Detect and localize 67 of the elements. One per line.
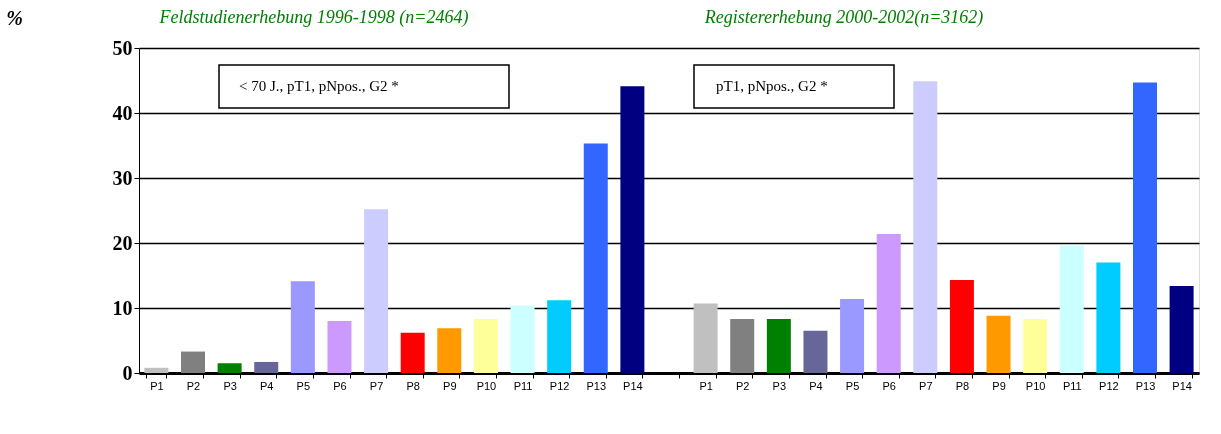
x-tick-label: P3 [772, 379, 787, 392]
bar [400, 332, 425, 373]
x-tick-label: P7 [919, 379, 933, 392]
bar [913, 81, 938, 373]
y-tick-label: 40 [112, 101, 133, 124]
bar [803, 330, 828, 373]
bar [437, 328, 462, 373]
x-tick-label: P5 [296, 379, 311, 392]
bar [547, 300, 572, 373]
bar [217, 363, 242, 373]
bar [620, 86, 645, 373]
bar [766, 319, 791, 373]
y-tick-label: 10 [112, 296, 133, 319]
annotation: < 70 J., pT1, pNpos., G2 * [239, 78, 399, 94]
bar [290, 281, 315, 373]
y-axis-title: % [6, 6, 23, 29]
x-tick-label: P13 [1135, 379, 1156, 392]
x-tick-label: P4 [260, 379, 274, 392]
x-tick-label: P14 [1172, 379, 1192, 392]
x-tick-label: P7 [369, 379, 384, 392]
bar [1132, 82, 1157, 373]
x-tick-label: P11 [513, 379, 533, 392]
x-tick-label: P9 [992, 379, 1006, 392]
bar [1023, 319, 1048, 373]
annotation: pT1, pNpos., G2 * [716, 78, 828, 94]
y-tick-label: 0 [122, 361, 133, 384]
bar [144, 367, 169, 373]
x-tick-label: P12 [549, 379, 570, 392]
x-tick-label: P11 [1062, 379, 1082, 392]
bar [1096, 262, 1121, 373]
x-tick-label: P1 [150, 379, 164, 392]
x-tick-label: P5 [845, 379, 860, 392]
x-tick-label: P4 [809, 379, 823, 392]
bar [1059, 245, 1084, 373]
bar [510, 305, 535, 373]
x-tick-label: P2 [186, 379, 201, 392]
bar [583, 143, 608, 373]
x-tick-label: P14 [623, 379, 643, 392]
x-tick-label: P2 [736, 379, 750, 392]
x-tick-label: P6 [333, 379, 347, 392]
bar [364, 209, 389, 373]
bar [254, 361, 279, 373]
bar [840, 298, 865, 373]
bar [181, 351, 206, 373]
x-tick-label: P8 [406, 379, 420, 392]
x-tick-label: P3 [223, 379, 237, 392]
bar [876, 233, 901, 373]
text: Feldstudienerhebung 1996-1998 (n=2464) [158, 7, 469, 28]
x-tick-label: P13 [586, 379, 607, 392]
x-tick-label: P12 [1099, 379, 1119, 392]
bar [730, 319, 755, 373]
x-tick-label: P10 [1025, 379, 1046, 392]
bar [473, 319, 498, 373]
y-tick-label: 50 [112, 36, 133, 59]
bar [986, 315, 1011, 373]
bar [693, 303, 718, 373]
x-tick-label: P9 [443, 379, 457, 392]
x-tick-label: P1 [699, 379, 713, 392]
text: Registererhebung 2000-2002(n=3162) [703, 7, 984, 28]
bar [1169, 285, 1194, 373]
x-tick-label: P6 [882, 379, 896, 392]
x-tick-label: P8 [955, 379, 970, 392]
x-tick-label: P10 [476, 379, 497, 392]
y-tick-label: 30 [112, 166, 133, 189]
bar [949, 280, 974, 373]
y-tick-label: 20 [112, 231, 133, 254]
bar [327, 321, 352, 373]
